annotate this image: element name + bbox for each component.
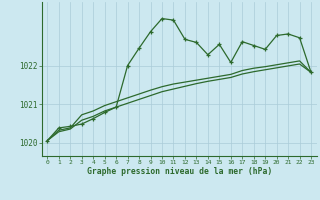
X-axis label: Graphe pression niveau de la mer (hPa): Graphe pression niveau de la mer (hPa) (87, 167, 272, 176)
